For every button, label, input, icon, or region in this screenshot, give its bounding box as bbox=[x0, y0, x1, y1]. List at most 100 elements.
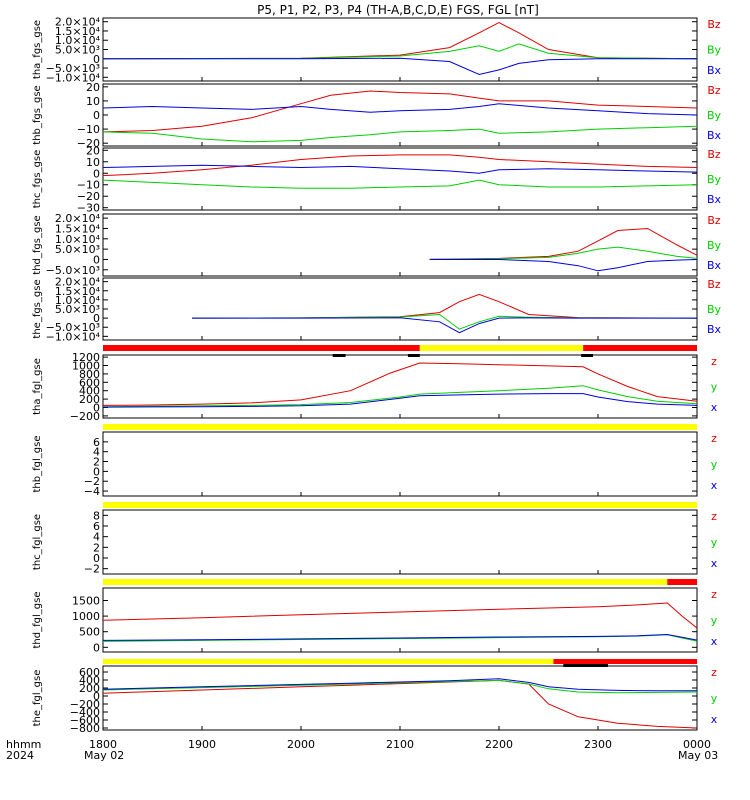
legend-entry: By bbox=[707, 303, 722, 316]
series-line-Bz bbox=[429, 227, 698, 260]
panel-frame bbox=[102, 431, 698, 497]
date-right-label: May 03 bbox=[678, 749, 718, 762]
mode-bar-segment bbox=[103, 502, 697, 508]
y-tick-label: 1000 bbox=[72, 610, 100, 623]
panel-frame bbox=[102, 83, 698, 147]
panel-frame bbox=[102, 147, 698, 211]
series-line-y bbox=[102, 679, 698, 694]
y-tick-label: −4 bbox=[84, 485, 100, 498]
y-tick-label: 10 bbox=[86, 95, 100, 108]
panel-the_fgs_gse: 2.0×10⁴1.5×10⁴1.0×10⁴5.0×10³0−5.0×10³−1.… bbox=[32, 276, 722, 344]
y-tick-label: 400 bbox=[79, 674, 100, 687]
y-tick-label: 1.0×10⁴ bbox=[55, 34, 101, 47]
series-line-By bbox=[102, 179, 698, 189]
series-line-By bbox=[102, 43, 698, 60]
mode-bar-segment bbox=[103, 579, 668, 585]
y-tick-label: 400 bbox=[79, 385, 100, 398]
y-tick-label: 0 bbox=[93, 253, 100, 266]
y-tick-label: 6 bbox=[93, 520, 100, 533]
series-line-x bbox=[102, 633, 698, 641]
panel-frame bbox=[102, 277, 698, 341]
x-tick-label: 2200 bbox=[485, 738, 513, 751]
mode-bar-segment bbox=[103, 424, 697, 430]
y-tick-label: −5.0×10³ bbox=[46, 62, 100, 75]
series-line-Bz bbox=[102, 90, 698, 133]
y-axis-label: the_fgl_gse bbox=[32, 670, 43, 727]
y-tick-label: 600 bbox=[79, 376, 100, 389]
y-tick-label: −200 bbox=[70, 698, 100, 711]
y-tick-label: 1.0×10⁴ bbox=[55, 233, 101, 246]
y-axis-label: the_fgs_gse bbox=[32, 279, 43, 338]
y-tick-label: 5.0×10³ bbox=[55, 44, 100, 57]
legend-entry: z bbox=[711, 510, 717, 523]
x-tick-label: 2300 bbox=[584, 738, 612, 751]
y-tick-label: −5.0×10³ bbox=[46, 321, 100, 334]
panel-frame bbox=[102, 587, 698, 653]
time-year-label: 2024 bbox=[6, 749, 34, 762]
y-axis-label: thd_fgs_gse bbox=[32, 215, 43, 274]
x-tick-label: 0000 bbox=[683, 738, 711, 751]
legend-entry: Bx bbox=[707, 193, 722, 206]
y-tick-label: −10 bbox=[77, 179, 100, 192]
series-line-By bbox=[192, 313, 698, 330]
legend-entry: y bbox=[711, 536, 718, 549]
y-axis-label: thb_fgs_gse bbox=[32, 85, 43, 144]
y-tick-label: −800 bbox=[70, 722, 100, 735]
y-tick-label: 1000 bbox=[72, 360, 100, 373]
y-tick-label: 0 bbox=[93, 690, 100, 703]
y-tick-label: 5.0×10³ bbox=[55, 243, 100, 256]
y-tick-label: 5.0×10³ bbox=[55, 303, 100, 316]
mode-bar-segment bbox=[419, 345, 584, 351]
legend-entry: By bbox=[707, 173, 722, 186]
x-tick-label: 1800 bbox=[89, 738, 117, 751]
y-tick-label: 0 bbox=[93, 641, 100, 654]
series-line-Bz bbox=[102, 154, 698, 177]
figure-title: P5, P1, P2, P3, P4 (TH-A,B,C,D,E) FGS, F… bbox=[257, 3, 539, 17]
series-line-Bx bbox=[103, 57, 697, 76]
x-tick-label: 2100 bbox=[386, 738, 414, 751]
y-tick-label: −5.0×10³ bbox=[46, 264, 100, 277]
panel-frame bbox=[102, 665, 698, 731]
series-line-By bbox=[102, 125, 698, 143]
y-tick-label: −2 bbox=[84, 563, 100, 576]
series-line-Bx bbox=[192, 317, 697, 334]
y-axis-label: tha_fgl_gse bbox=[32, 358, 43, 415]
legend-entry: Bx bbox=[707, 64, 722, 77]
mode-bar-segment bbox=[667, 579, 697, 585]
y-tick-label: 4 bbox=[93, 446, 100, 459]
legend-entry: By bbox=[707, 44, 722, 57]
y-tick-label: −10 bbox=[77, 123, 100, 136]
y-tick-label: −200 bbox=[70, 410, 100, 423]
series-line-By bbox=[429, 246, 698, 260]
y-tick-label: 8 bbox=[93, 509, 100, 522]
mode-bar-segment bbox=[103, 659, 554, 664]
panel-frame bbox=[102, 354, 698, 419]
legend-entry: By bbox=[707, 239, 722, 252]
y-axis-label: thc_fgl_gse bbox=[32, 514, 43, 570]
panel-tha_fgs_gse: 2.0×10⁴1.5×10⁴1.0×10⁴5.0×10³0−5.0×10³−1.… bbox=[32, 16, 722, 85]
y-tick-label: 2.0×10⁴ bbox=[55, 212, 101, 225]
y-tick-label: 4 bbox=[93, 531, 100, 544]
panel-frame bbox=[102, 213, 698, 277]
y-tick-label: 1.5×10⁴ bbox=[55, 222, 101, 235]
y-tick-label: −1.0×10⁴ bbox=[46, 330, 101, 343]
series-line-Bx bbox=[102, 164, 698, 174]
legend-entry: x bbox=[711, 479, 718, 492]
panel-frame bbox=[102, 509, 698, 575]
y-tick-label: −20 bbox=[77, 137, 100, 150]
legend-entry: z bbox=[711, 432, 717, 445]
y-tick-label: 1.0×10⁴ bbox=[55, 294, 101, 307]
legend-entry: x bbox=[711, 401, 718, 414]
y-tick-label: 500 bbox=[79, 626, 100, 639]
y-tick-label: 1500 bbox=[72, 594, 100, 607]
legend-entry: Bx bbox=[707, 323, 722, 336]
mode-bars bbox=[103, 345, 697, 667]
y-tick-label: 1.5×10⁴ bbox=[55, 285, 101, 298]
date-left-label: May 02 bbox=[84, 749, 124, 762]
mode-bar-segment bbox=[103, 345, 420, 351]
